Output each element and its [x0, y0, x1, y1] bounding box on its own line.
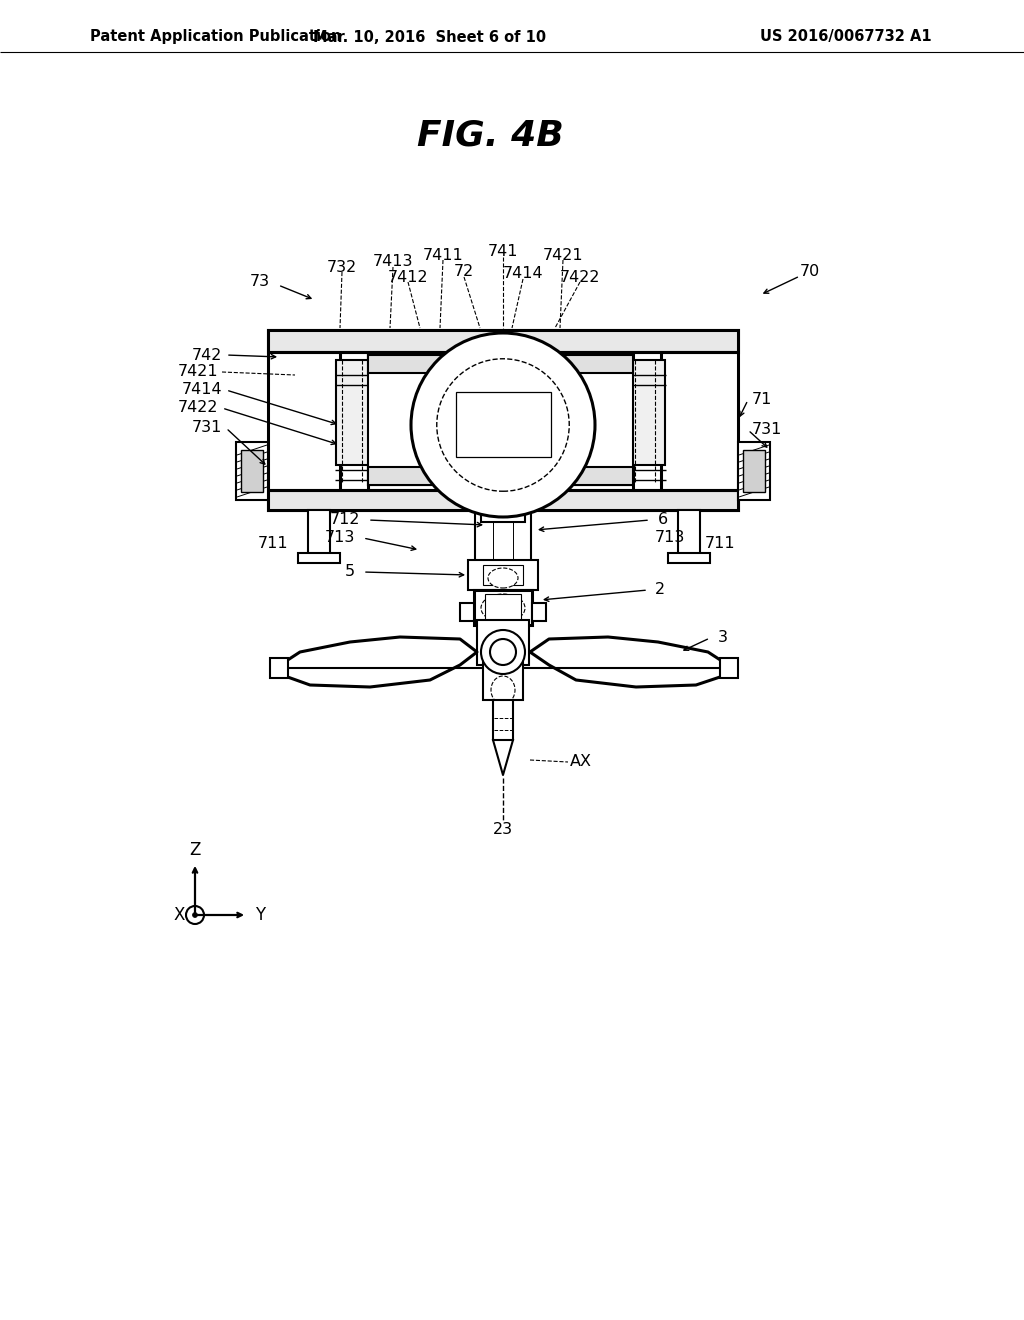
- Ellipse shape: [437, 359, 569, 491]
- Bar: [483, 663, 523, 700]
- Text: Patent Application Publication: Patent Application Publication: [90, 29, 341, 45]
- Bar: [308, 510, 330, 554]
- Text: 713: 713: [655, 531, 685, 545]
- Bar: [475, 510, 531, 565]
- Text: 23: 23: [493, 822, 513, 837]
- Bar: [493, 700, 513, 741]
- Text: 732: 732: [327, 260, 357, 276]
- Bar: [268, 490, 738, 510]
- Text: 711: 711: [258, 536, 289, 550]
- Text: X: X: [173, 906, 184, 924]
- Bar: [720, 657, 738, 678]
- Circle shape: [186, 906, 204, 924]
- Bar: [336, 360, 372, 465]
- Text: 72: 72: [454, 264, 474, 280]
- Circle shape: [481, 630, 525, 675]
- Text: AX: AX: [570, 755, 592, 770]
- Text: US 2016/0067732 A1: US 2016/0067732 A1: [760, 29, 932, 45]
- Bar: [456, 392, 551, 457]
- Text: 3: 3: [718, 631, 728, 645]
- Bar: [236, 442, 268, 500]
- Text: Z: Z: [189, 841, 201, 859]
- Text: 5: 5: [345, 565, 355, 579]
- Bar: [368, 355, 633, 484]
- Text: 2: 2: [655, 582, 666, 598]
- Bar: [743, 450, 765, 492]
- Bar: [532, 603, 546, 620]
- Text: 70: 70: [800, 264, 820, 280]
- Text: 7414: 7414: [181, 383, 222, 397]
- Text: Mar. 10, 2016  Sheet 6 of 10: Mar. 10, 2016 Sheet 6 of 10: [313, 29, 547, 45]
- Bar: [460, 603, 474, 620]
- Text: FIG. 4B: FIG. 4B: [417, 117, 563, 152]
- Text: 7422: 7422: [560, 269, 600, 285]
- Text: 71: 71: [752, 392, 772, 408]
- Text: 731: 731: [191, 421, 222, 436]
- Bar: [738, 442, 770, 500]
- Text: 7411: 7411: [423, 248, 464, 263]
- Bar: [474, 590, 532, 624]
- Bar: [268, 330, 738, 510]
- Ellipse shape: [488, 568, 518, 587]
- Bar: [368, 467, 633, 484]
- Text: 731: 731: [752, 422, 782, 437]
- Bar: [629, 360, 665, 465]
- Ellipse shape: [490, 676, 515, 704]
- Text: 7421: 7421: [543, 248, 584, 263]
- Ellipse shape: [481, 594, 525, 622]
- Text: 711: 711: [705, 536, 735, 550]
- Text: 7413: 7413: [373, 255, 414, 269]
- Bar: [468, 560, 538, 590]
- Bar: [268, 330, 738, 352]
- Text: 73: 73: [250, 275, 270, 289]
- Text: 712: 712: [330, 512, 360, 528]
- Text: 6: 6: [658, 512, 668, 528]
- Bar: [270, 657, 288, 678]
- Text: 7414: 7414: [503, 267, 544, 281]
- Bar: [241, 450, 263, 492]
- Circle shape: [490, 639, 516, 665]
- Text: 713: 713: [325, 531, 355, 545]
- Bar: [485, 594, 521, 620]
- Bar: [481, 504, 525, 521]
- Bar: [477, 620, 529, 665]
- Text: 7422: 7422: [177, 400, 218, 416]
- Bar: [678, 510, 700, 554]
- Bar: [298, 553, 340, 564]
- Ellipse shape: [411, 333, 595, 517]
- Text: 7412: 7412: [388, 269, 428, 285]
- Bar: [668, 553, 710, 564]
- Text: Y: Y: [255, 906, 265, 924]
- Bar: [483, 565, 523, 585]
- Circle shape: [193, 912, 198, 917]
- Text: 741: 741: [487, 244, 518, 260]
- Bar: [368, 355, 633, 374]
- Text: 7421: 7421: [177, 364, 218, 380]
- Text: 742: 742: [191, 347, 222, 363]
